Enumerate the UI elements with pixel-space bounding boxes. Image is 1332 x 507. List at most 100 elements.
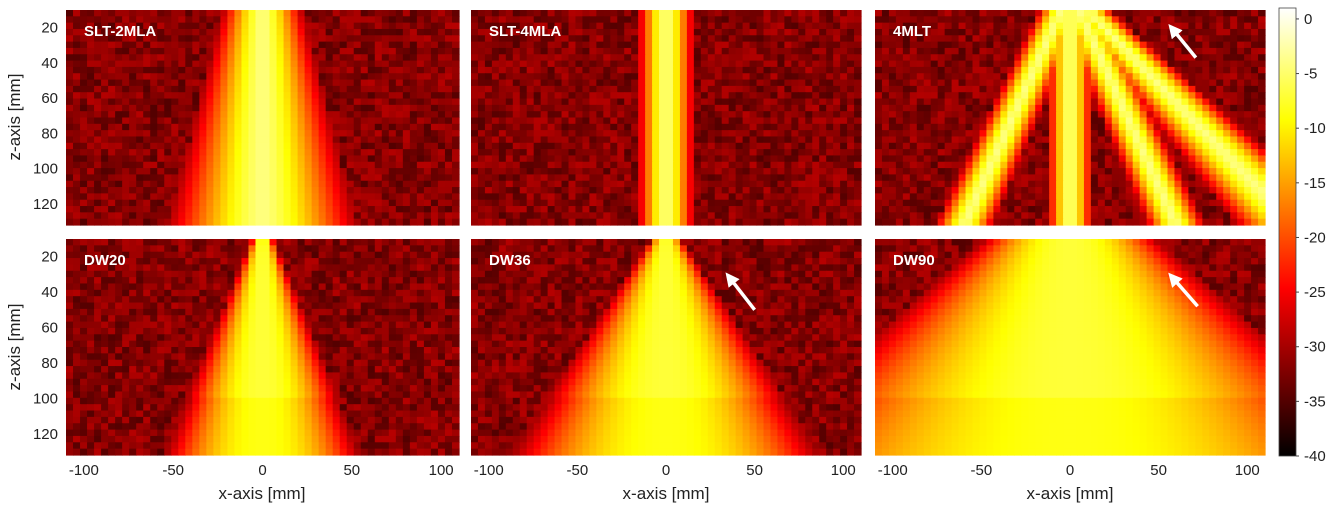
heat-cell: [819, 187, 827, 194]
heat-cell: [875, 85, 883, 93]
heat-cell: [826, 16, 834, 24]
heat-cell: [451, 206, 460, 213]
heat-cell: [150, 111, 158, 119]
heat-cell: [1160, 123, 1169, 131]
heat-cell: [248, 168, 257, 176]
heat-cell: [444, 199, 453, 207]
heat-cell: [735, 206, 744, 213]
heat-cell: [505, 187, 514, 194]
heat-cell: [958, 35, 967, 43]
heat-cell: [826, 136, 834, 144]
heat-cell: [505, 130, 514, 138]
heat-cell: [1237, 130, 1245, 138]
heat-cell: [213, 111, 221, 119]
heat-cell: [679, 73, 688, 81]
heat-cell: [262, 136, 271, 144]
heat-cell: [129, 73, 137, 81]
heat-cell: [770, 22, 779, 30]
heat-cell: [1076, 136, 1085, 144]
heat-cell: [80, 206, 88, 213]
heat-cell: [847, 218, 855, 226]
heat-cell: [346, 41, 355, 49]
heat-cell: [199, 22, 207, 30]
heat-cell: [178, 47, 186, 55]
heat-cell: [902, 47, 911, 55]
heat-cell: [122, 123, 130, 131]
heat-cell: [575, 16, 584, 24]
heat-cell: [735, 79, 744, 87]
heat-cell: [311, 142, 320, 150]
heat-cell: [80, 92, 88, 100]
heat-cell: [206, 193, 214, 201]
heat-cell: [561, 193, 570, 201]
heat-cell: [374, 187, 383, 194]
heat-cell: [965, 54, 974, 62]
heat-cell: [206, 85, 214, 93]
heat-cell: [533, 66, 542, 74]
heat-cell: [1076, 92, 1085, 100]
heat-cell: [444, 41, 453, 49]
heat-cell: [812, 180, 820, 188]
heat-cell: [777, 104, 785, 112]
heat-cell: [561, 218, 570, 226]
heat-cell: [763, 180, 772, 188]
heat-cell: [749, 218, 758, 226]
heat-cell: [367, 98, 376, 106]
heat-cell: [164, 123, 172, 131]
heat-cell: [568, 187, 577, 194]
heat-cell: [1202, 98, 1210, 106]
heat-cell: [666, 73, 674, 81]
heat-cell: [241, 193, 250, 201]
heat-cell: [444, 111, 453, 119]
heat-cell: [1216, 136, 1224, 144]
heat-cell: [150, 199, 158, 207]
heat-cell: [1216, 28, 1224, 36]
heat-cell: [1153, 73, 1162, 81]
heat-cell: [728, 92, 737, 100]
heat-cell: [129, 85, 137, 93]
heat-cell: [1188, 85, 1196, 93]
heat-cell: [325, 136, 334, 144]
heat-cell: [902, 92, 911, 100]
heat-cell: [993, 60, 1001, 68]
heat-cell: [951, 73, 960, 81]
heat-cell: [826, 130, 834, 138]
heat-cell: [1056, 16, 1064, 24]
heat-cell: [311, 149, 320, 157]
heat-cell: [686, 199, 695, 207]
heat-cell: [1083, 123, 1092, 131]
heat-cell: [561, 35, 570, 43]
heat-cell: [505, 180, 514, 188]
heat-cell: [610, 79, 618, 87]
heat-cell: [1125, 16, 1134, 24]
heat-cell: [471, 92, 479, 100]
heat-cell: [276, 35, 285, 43]
heat-cell: [241, 104, 250, 112]
heat-cell: [164, 47, 172, 55]
heat-cell: [749, 35, 758, 43]
heat-cell: [895, 28, 904, 36]
heat-cell: [498, 206, 507, 213]
heat-cell: [679, 28, 688, 36]
heat-cell: [519, 10, 528, 17]
heat-cell: [346, 187, 355, 194]
heat-cell: [714, 35, 723, 43]
heat-cell: [505, 161, 514, 169]
heat-cell: [686, 28, 695, 36]
heat-cell: [346, 35, 355, 43]
heat-cell: [547, 54, 556, 62]
heat-cell: [666, 123, 674, 131]
heat-cell: [679, 92, 688, 100]
heat-cell: [707, 168, 716, 176]
heat-cell: [484, 28, 493, 36]
heat-cell: [73, 104, 81, 112]
heat-cell: [87, 73, 95, 81]
heat-cell: [199, 85, 207, 93]
heat-cell: [519, 92, 528, 100]
heat-cell: [318, 60, 327, 68]
heat-cell: [1258, 79, 1266, 87]
heat-cell: [451, 104, 460, 112]
heat-cell: [304, 79, 313, 87]
heat-cell: [353, 193, 362, 201]
heat-cell: [451, 123, 460, 131]
